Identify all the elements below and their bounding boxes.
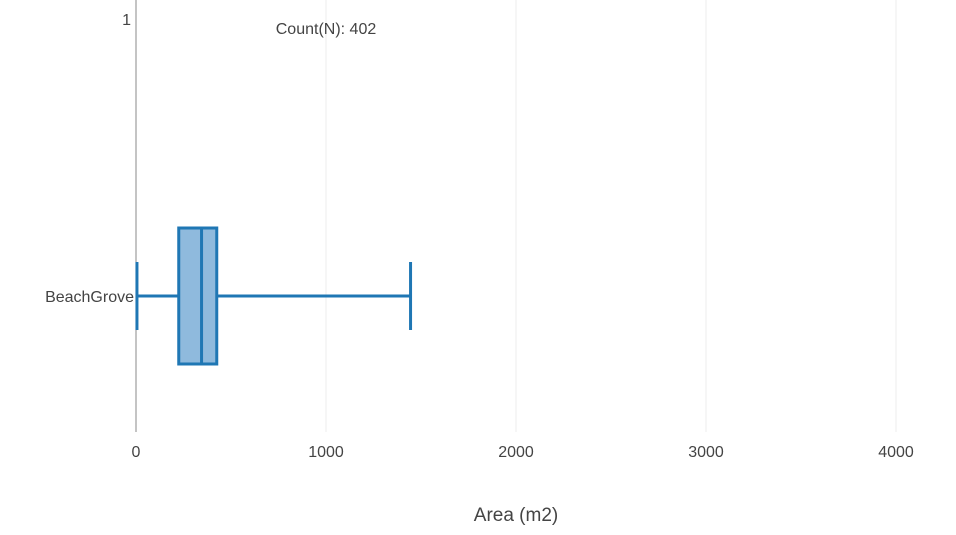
box-plot-BeachGrove: BeachGrove [45,226,413,366]
category-label: BeachGrove [45,289,134,306]
corner-label: 1 [122,12,131,29]
iqr-box [177,226,219,366]
box-plots: BeachGrove [45,226,413,366]
x-tick-label: 0 [132,444,141,461]
x-tick-label: 3000 [688,444,724,461]
count-annotation: Count(N): 402 [276,21,377,38]
gridlines [325,0,897,432]
x-tick-label: 4000 [878,444,914,461]
x-tick-label: 2000 [498,444,534,461]
x-tick-label: 1000 [308,444,344,461]
x-axis-ticks: 0 1000 2000 3000 4000 [132,444,914,461]
x-axis-title: Area (m2) [474,505,558,526]
